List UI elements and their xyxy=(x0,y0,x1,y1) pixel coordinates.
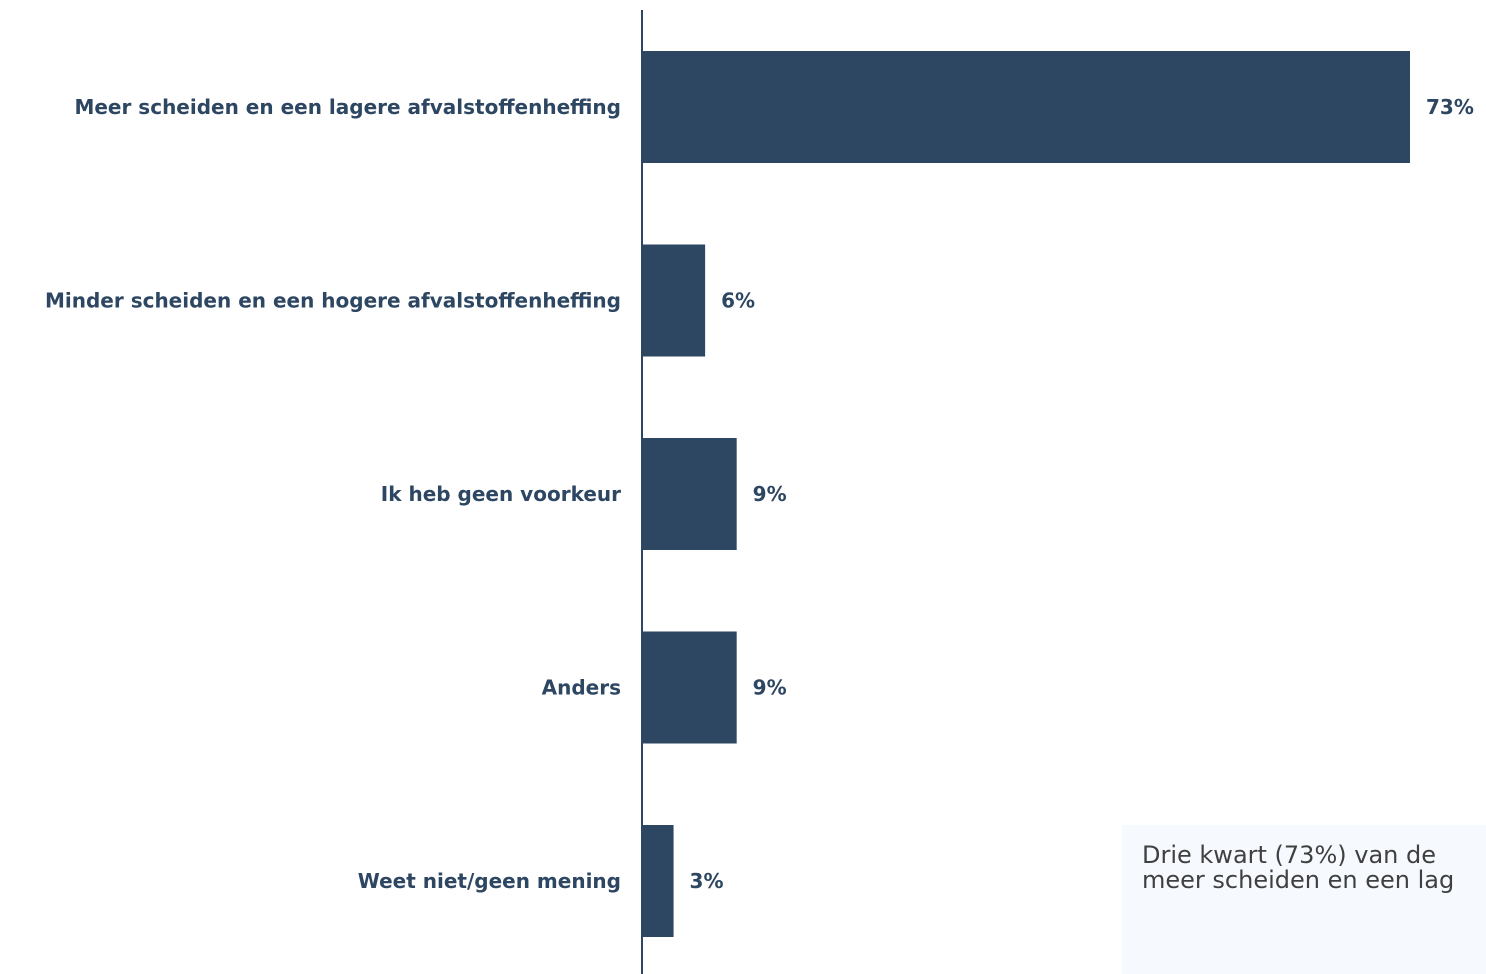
bar xyxy=(642,825,674,937)
category-label: Ik heb geen voorkeur xyxy=(381,482,621,506)
bar xyxy=(642,51,1410,163)
bar xyxy=(642,631,737,744)
value-label: 9% xyxy=(753,482,787,506)
bar xyxy=(642,244,706,357)
category-label: Minder scheiden en een hogere afvalstoff… xyxy=(45,289,621,313)
annotation-box: Drie kwart (73%) van de meer scheiden en… xyxy=(1122,825,1486,974)
category-label: Weet niet/geen mening xyxy=(358,869,621,893)
bar xyxy=(642,438,737,550)
value-label: 9% xyxy=(753,676,787,700)
value-label: 3% xyxy=(690,869,724,893)
category-label: Anders xyxy=(542,676,621,700)
value-label: 6% xyxy=(721,289,755,313)
annotation-line-2: meer scheiden en een lag xyxy=(1142,866,1455,894)
value-label: 73% xyxy=(1426,95,1474,119)
category-label: Meer scheiden en een lagere afvalstoffen… xyxy=(74,95,621,119)
annotation-line-1: Drie kwart (73%) van de xyxy=(1142,841,1436,869)
